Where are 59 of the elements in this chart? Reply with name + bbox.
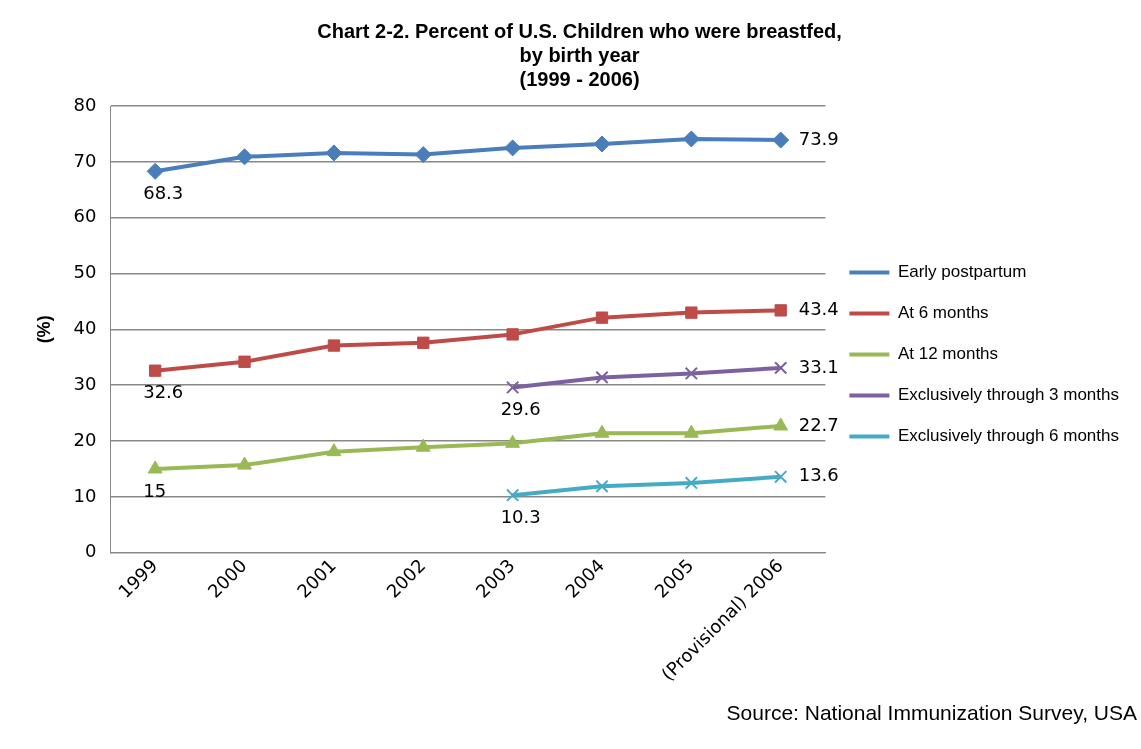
point [774, 304, 787, 317]
point [593, 135, 611, 153]
point [505, 434, 521, 448]
point [595, 311, 609, 324]
point [684, 366, 699, 381]
legend-label: Early postpartum [897, 262, 1027, 282]
point [237, 456, 252, 470]
y-tick-label: 60 [73, 205, 97, 227]
data-label: 68.3 [143, 182, 184, 204]
data-label: 13.6 [798, 464, 839, 486]
point [595, 370, 609, 385]
point [594, 424, 610, 438]
point [772, 131, 790, 149]
point [506, 328, 519, 341]
point [414, 146, 432, 164]
y-tick-label: 20 [73, 428, 97, 450]
data-label: 29.6 [500, 398, 541, 420]
point [146, 162, 164, 180]
point [685, 306, 698, 319]
data-label: 10.3 [500, 505, 541, 527]
y-tick-label: 30 [73, 372, 97, 394]
y-tick-label: 40 [73, 317, 97, 339]
y-tick-label: 0 [85, 540, 97, 562]
point [415, 438, 431, 452]
y-tick-label: 10 [73, 484, 97, 506]
point [326, 443, 342, 457]
data-label: 33.1 [798, 355, 839, 377]
data-label: 73.9 [798, 127, 839, 149]
point [774, 361, 788, 375]
y-tick-label: 50 [73, 261, 97, 283]
legend-label: At 12 months [897, 344, 999, 364]
point [595, 479, 609, 493]
point [325, 144, 343, 162]
point [683, 424, 699, 438]
chart-title: Chart 2-2. Percent of U.S. Children who were breastfed, by birth year (1999 - 2006) [317, 19, 842, 90]
point [682, 130, 700, 148]
point [684, 476, 699, 490]
legend-label: At 6 months [897, 303, 989, 323]
data-label: 15 [143, 479, 167, 501]
point [147, 460, 163, 474]
point [236, 148, 254, 166]
y-tick-label: 70 [73, 149, 97, 171]
y-tick-label: 80 [73, 93, 97, 115]
legend-label: Exclusively through 3 months [897, 385, 1119, 405]
point [149, 364, 162, 377]
point [774, 470, 788, 484]
point [505, 488, 520, 502]
point [238, 355, 251, 368]
point [504, 139, 522, 157]
data-label: 32.6 [143, 381, 184, 403]
point [327, 339, 341, 352]
legend-label: Exclusively through 6 months [897, 426, 1119, 446]
data-label: 43.4 [798, 298, 839, 320]
point [505, 380, 520, 395]
y-axis-title: (%) [33, 315, 54, 344]
point [773, 417, 789, 431]
source-note: Source: National Immunization Survey, USA [726, 701, 1137, 725]
point [417, 336, 430, 349]
data-label: 22.7 [798, 413, 839, 435]
